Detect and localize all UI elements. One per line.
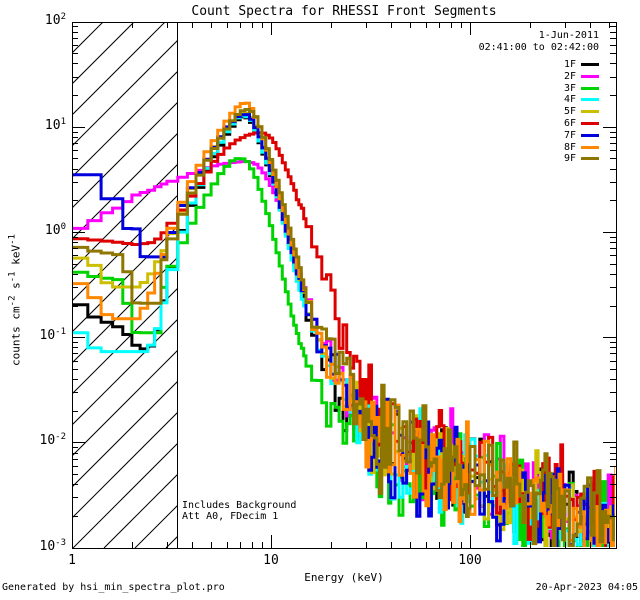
y-tick-label-10^0: 100 <box>44 222 66 238</box>
spectra-curves <box>73 101 615 547</box>
y-tick-label-10^-3: 10-3 <box>39 537 67 554</box>
x-axis-label: Energy (keV) <box>304 571 384 584</box>
spectrum-curve-9F <box>73 108 615 547</box>
footer-timestamp: 20-Apr-2023 04:05 <box>535 582 638 593</box>
annotation-includes-background: Includes Background <box>182 500 297 511</box>
observation-time-range: 02:41:00 to 02:42:00 <box>478 42 599 53</box>
y-tick-label-10^-1: 10-1 <box>39 327 67 344</box>
annotation-attenuator-state: Att A0, FDecim 1 <box>182 511 279 522</box>
x-tick-label-10: 10 <box>263 553 279 568</box>
y-axis-label: counts cm-2 s-1 keV-1 <box>7 234 23 366</box>
footer-generated-by: Generated by hsi_min_spectra_plot.pro <box>2 582 225 593</box>
x-tick-label-100: 100 <box>458 553 482 568</box>
x-tick-label-1: 1 <box>68 553 76 568</box>
observation-date: 1-Jun-2011 <box>538 30 599 41</box>
plot-frame <box>72 22 617 549</box>
y-tick-label-10^1: 101 <box>44 116 66 133</box>
y-tick-label-10^-2: 10-2 <box>39 432 67 449</box>
y-tick-label-10^2: 102 <box>44 11 66 28</box>
chart-title: Count Spectra for RHESSI Front Segments <box>191 4 497 19</box>
axis-ticks <box>72 22 616 549</box>
